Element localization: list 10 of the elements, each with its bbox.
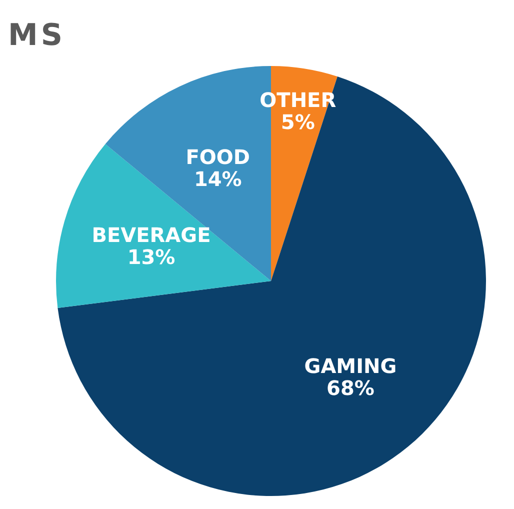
data-label: 5% [280,110,315,134]
pie-slice [56,144,271,308]
data-label: 14% [194,167,242,192]
data-label: 13% [127,245,176,270]
chart-title: MS [8,18,66,53]
slice-label: BEVERAGE [92,223,211,248]
data-label: 68% [326,376,374,400]
pie-slice [58,76,486,496]
slice-label: GAMING [304,354,397,378]
slice-label: FOOD [186,145,250,170]
